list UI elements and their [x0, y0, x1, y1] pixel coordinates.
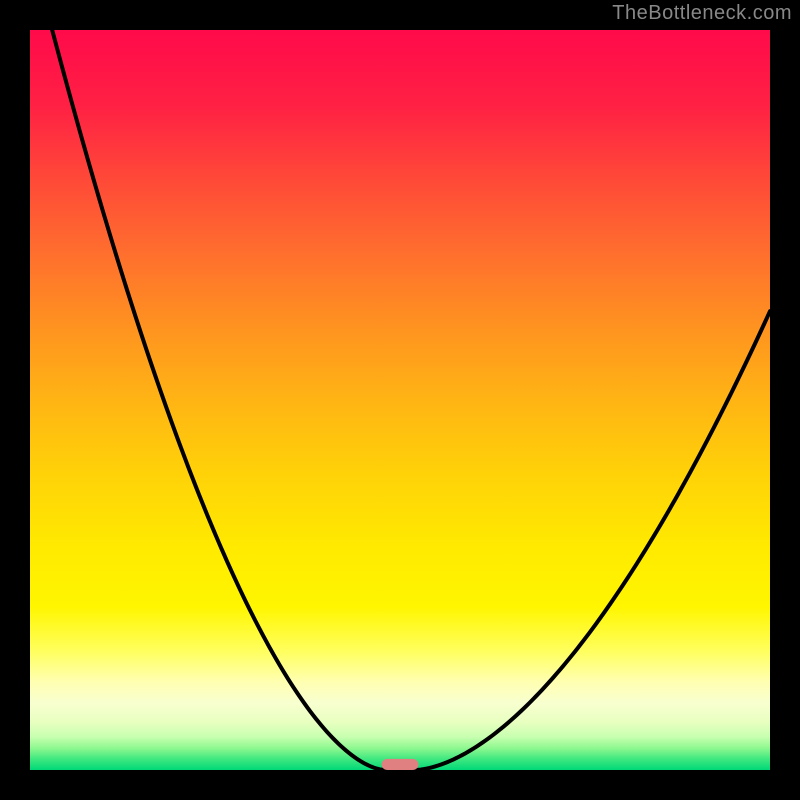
- bottleneck-chart: [0, 0, 800, 800]
- plot-background: [30, 30, 770, 770]
- watermark-text: TheBottleneck.com: [612, 2, 792, 25]
- vertex-marker: [382, 759, 419, 770]
- chart-container: { "watermark": { "text": "TheBottleneck.…: [0, 0, 800, 800]
